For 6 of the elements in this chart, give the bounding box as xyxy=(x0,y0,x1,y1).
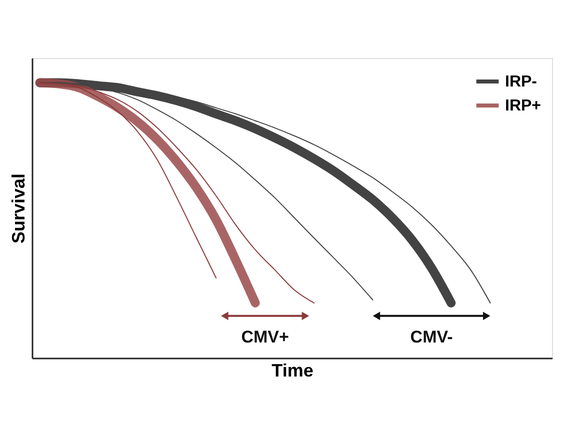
x-axis-title: Time xyxy=(272,360,314,380)
legend-label: IRP- xyxy=(505,74,537,90)
y-axis-title: Survival xyxy=(8,173,28,244)
annotation: CMV+ xyxy=(241,327,289,346)
annotation: CMV- xyxy=(410,327,453,346)
legend-label: IRP+ xyxy=(505,98,542,114)
